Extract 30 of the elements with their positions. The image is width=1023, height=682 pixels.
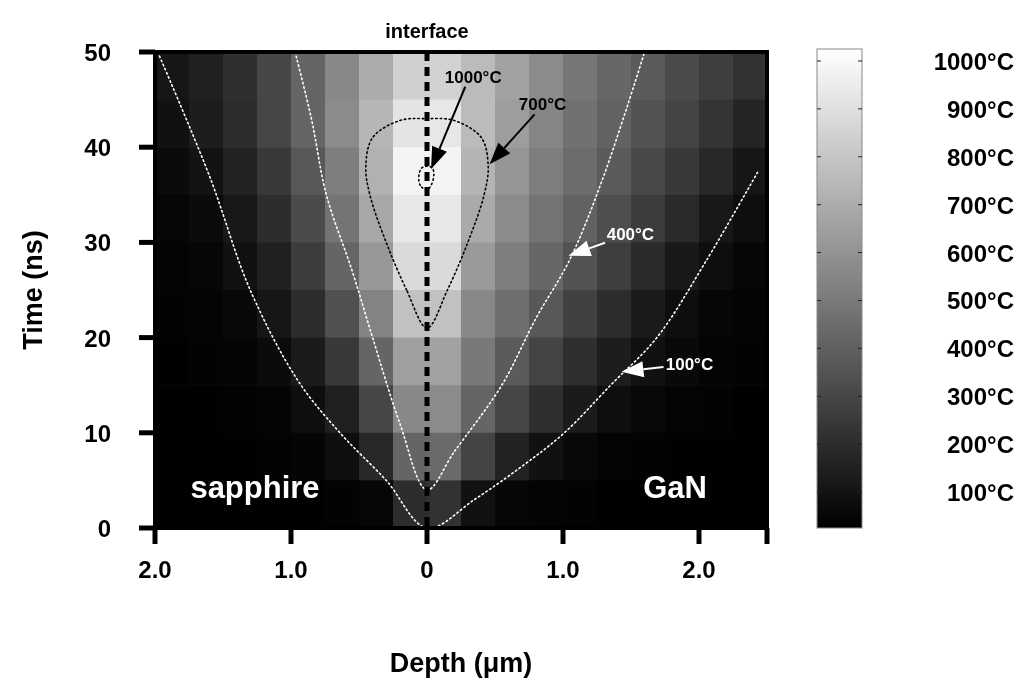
x-axis-title: Depth (μm) <box>389 648 533 678</box>
y-tick-label: 20 <box>84 324 111 352</box>
y-tick-label: 30 <box>84 229 111 257</box>
color-bar-label: 300°C <box>947 383 1014 411</box>
x-tick-label: 1.0 <box>274 556 308 583</box>
color-bar-label: 500°C <box>947 287 1014 315</box>
color-bar-label: 400°C <box>947 335 1014 363</box>
color-bar-label: 600°C <box>947 239 1014 267</box>
annotation: 400°C <box>606 224 655 244</box>
color-bar-label: 100°C <box>947 479 1014 507</box>
x-tick-label: 0 <box>420 556 434 583</box>
y-axis-title: Time (ns) <box>18 230 48 350</box>
color-bar-label: 1000°C <box>933 47 1014 75</box>
y-tick-label: 50 <box>84 39 111 66</box>
annotation: 1000°C <box>444 67 502 87</box>
x-tick-label: 1.0 <box>546 556 580 583</box>
y-tick-label: 0 <box>97 515 111 542</box>
annotation: 700°C <box>518 95 567 115</box>
y-tick-label: 10 <box>84 419 111 447</box>
color-bar-label: 900°C <box>947 95 1014 123</box>
annotation: GaN <box>643 470 707 505</box>
annotation: 100°C <box>665 354 714 374</box>
x-tick-label: 2.0 <box>682 556 716 583</box>
x-tick-label: 2.0 <box>138 556 172 583</box>
color-bar-label: 800°C <box>947 143 1014 171</box>
annotation: sapphire <box>190 470 320 505</box>
y-tick-label: 40 <box>84 134 111 162</box>
ref-line-label: interface <box>385 20 469 42</box>
color-bar-label: 700°C <box>947 191 1014 219</box>
color-bar-label: 200°C <box>947 431 1014 459</box>
